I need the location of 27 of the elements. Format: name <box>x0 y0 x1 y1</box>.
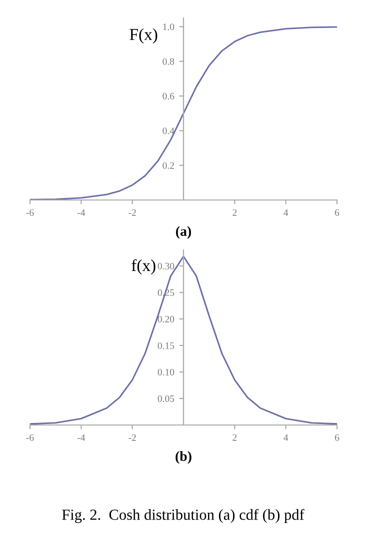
x-tick-label: 4 <box>284 434 288 441</box>
y-tick-label: 0.8 <box>162 58 174 65</box>
y-tick-label: 0.20 <box>158 316 174 322</box>
y-tick-label: 1.0 <box>163 24 174 30</box>
x-axis-title: (b) <box>176 451 192 464</box>
x-tick-label: 4 <box>284 209 288 216</box>
x-axis-title: (a) <box>176 226 191 239</box>
y-tick-label: 0.10 <box>158 368 174 376</box>
caption: Fig. 2. Cosh distribution (a) cdf (b) pdf <box>62 508 304 524</box>
y-tick-label: 0.05 <box>158 395 174 402</box>
y-tick-label: 0.6 <box>162 92 174 100</box>
x-tick-label: -4 <box>77 209 86 216</box>
x-tick-label: 2 <box>232 209 237 216</box>
x-tick-label: -2 <box>128 434 136 441</box>
y-tick-label: 0.4 <box>162 128 174 134</box>
x-tick-label: 6 <box>334 434 340 441</box>
y-tick-label: 0.15 <box>158 342 174 349</box>
x-tick-label: -6 <box>26 434 34 441</box>
x-tick-label: -4 <box>77 434 86 441</box>
x-tick-label: -2 <box>128 209 136 216</box>
y-axis-title: F(x) <box>130 28 158 44</box>
y-tick-label: 0.30 <box>158 262 174 270</box>
x-tick-label: 2 <box>232 434 237 441</box>
x-tick-label: -6 <box>26 209 34 216</box>
x-tick-label: 6 <box>334 209 340 216</box>
y-axis-title: f(x) <box>132 259 156 274</box>
y-tick-label: 0.2 <box>162 162 174 169</box>
